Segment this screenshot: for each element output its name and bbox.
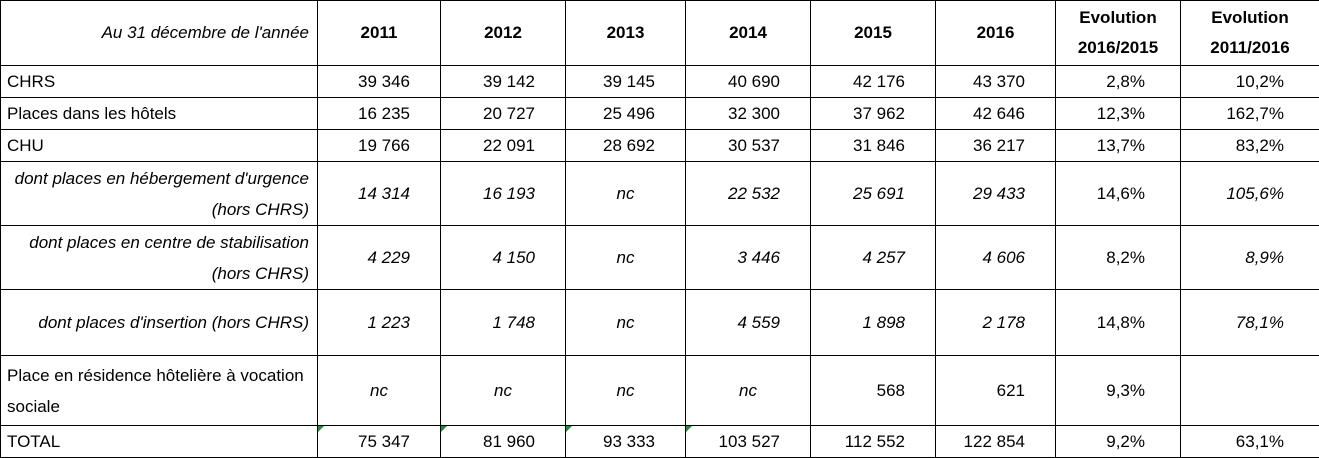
table-cell: 25 496 bbox=[566, 98, 686, 130]
table-cell: 37 962 bbox=[811, 98, 936, 130]
table-cell: 19 766 bbox=[318, 130, 441, 162]
table-cell: 83,2% bbox=[1181, 130, 1319, 162]
column-header: 2012 bbox=[441, 1, 566, 66]
table-cell: 20 727 bbox=[441, 98, 566, 130]
table-cell: 10,2% bbox=[1181, 66, 1319, 98]
table-cell: 13,7% bbox=[1056, 130, 1181, 162]
column-header: 2016 bbox=[936, 1, 1056, 66]
table-cell: 4 229 bbox=[318, 226, 441, 290]
table-cell: 2,8% bbox=[1056, 66, 1181, 98]
table-row: dont places d'insertion (hors CHRS)1 223… bbox=[1, 290, 1319, 356]
table-cell: 122 854 bbox=[936, 426, 1056, 458]
table-cell: 4 559 bbox=[686, 290, 811, 356]
table-cell: 32 300 bbox=[686, 98, 811, 130]
table-cell: 28 692 bbox=[566, 130, 686, 162]
table-cell: nc bbox=[566, 356, 686, 426]
column-header: Evolution 2011/2016 bbox=[1181, 1, 1319, 66]
table-cell: 22 091 bbox=[441, 130, 566, 162]
row-label: Place en résidence hôtelière à vocation … bbox=[1, 356, 318, 426]
table-cell: 2 178 bbox=[936, 290, 1056, 356]
table-cell: 103 527 bbox=[686, 426, 811, 458]
table-row: dont places en centre de stabilisation (… bbox=[1, 226, 1319, 290]
table-cell: 12,3% bbox=[1056, 98, 1181, 130]
table-cell: 14,6% bbox=[1056, 162, 1181, 226]
table-cell bbox=[1181, 356, 1319, 426]
column-header: 2013 bbox=[566, 1, 686, 66]
table-cell: 1 748 bbox=[441, 290, 566, 356]
column-header: Evolution 2016/2015 bbox=[1056, 1, 1181, 66]
table-cell: 1 223 bbox=[318, 290, 441, 356]
table-cell: 568 bbox=[811, 356, 936, 426]
table-cell: 93 333 bbox=[566, 426, 686, 458]
table-cell: 8,2% bbox=[1056, 226, 1181, 290]
table-cell: 1 898 bbox=[811, 290, 936, 356]
table-cell: 4 150 bbox=[441, 226, 566, 290]
table-cell: 14 314 bbox=[318, 162, 441, 226]
table-cell: 43 370 bbox=[936, 66, 1056, 98]
table-cell: 16 235 bbox=[318, 98, 441, 130]
table-cell: nc bbox=[686, 356, 811, 426]
row-label: CHU bbox=[1, 130, 318, 162]
table-cell: 36 217 bbox=[936, 130, 1056, 162]
table-cell: 40 690 bbox=[686, 66, 811, 98]
row-label: dont places en hébergement d'urgence (ho… bbox=[1, 162, 318, 226]
table-cell: 25 691 bbox=[811, 162, 936, 226]
table-cell: nc bbox=[566, 290, 686, 356]
row-label: dont places en centre de stabilisation (… bbox=[1, 226, 318, 290]
table-cell: nc bbox=[566, 226, 686, 290]
column-header: 2015 bbox=[811, 1, 936, 66]
table-cell: 78,1% bbox=[1181, 290, 1319, 356]
table-cell: 112 552 bbox=[811, 426, 936, 458]
table-cell: 14,8% bbox=[1056, 290, 1181, 356]
row-label: Places dans les hôtels bbox=[1, 98, 318, 130]
row-label: CHRS bbox=[1, 66, 318, 98]
table-cell: 42 176 bbox=[811, 66, 936, 98]
table-cell: 16 193 bbox=[441, 162, 566, 226]
table-cell: 9,3% bbox=[1056, 356, 1181, 426]
table-cell: 63,1% bbox=[1181, 426, 1319, 458]
table-cell: 22 532 bbox=[686, 162, 811, 226]
table-cell: 75 347 bbox=[318, 426, 441, 458]
table-cell: 81 960 bbox=[441, 426, 566, 458]
row-label: dont places d'insertion (hors CHRS) bbox=[1, 290, 318, 356]
table-cell: 39 145 bbox=[566, 66, 686, 98]
table-cell: 30 537 bbox=[686, 130, 811, 162]
corner-label: Au 31 décembre de l'année bbox=[1, 1, 318, 66]
table-cell: 31 846 bbox=[811, 130, 936, 162]
table-cell: nc bbox=[566, 162, 686, 226]
column-header: 2011 bbox=[318, 1, 441, 66]
row-label: TOTAL bbox=[1, 426, 318, 458]
table-cell: 4 606 bbox=[936, 226, 1056, 290]
table-cell: 4 257 bbox=[811, 226, 936, 290]
table-cell: 39 142 bbox=[441, 66, 566, 98]
table-cell: 3 446 bbox=[686, 226, 811, 290]
table-row: Place en résidence hôtelière à vocation … bbox=[1, 356, 1319, 426]
table-cell: 105,6% bbox=[1181, 162, 1319, 226]
table-row: dont places en hébergement d'urgence (ho… bbox=[1, 162, 1319, 226]
table-cell: 29 433 bbox=[936, 162, 1056, 226]
table-cell: 8,9% bbox=[1181, 226, 1319, 290]
table-cell: 39 346 bbox=[318, 66, 441, 98]
table-cell: 9,2% bbox=[1056, 426, 1181, 458]
table-cell: 162,7% bbox=[1181, 98, 1319, 130]
table-cell: 42 646 bbox=[936, 98, 1056, 130]
column-header: 2014 bbox=[686, 1, 811, 66]
table-cell: 621 bbox=[936, 356, 1056, 426]
table-cell: nc bbox=[441, 356, 566, 426]
table-cell: nc bbox=[318, 356, 441, 426]
